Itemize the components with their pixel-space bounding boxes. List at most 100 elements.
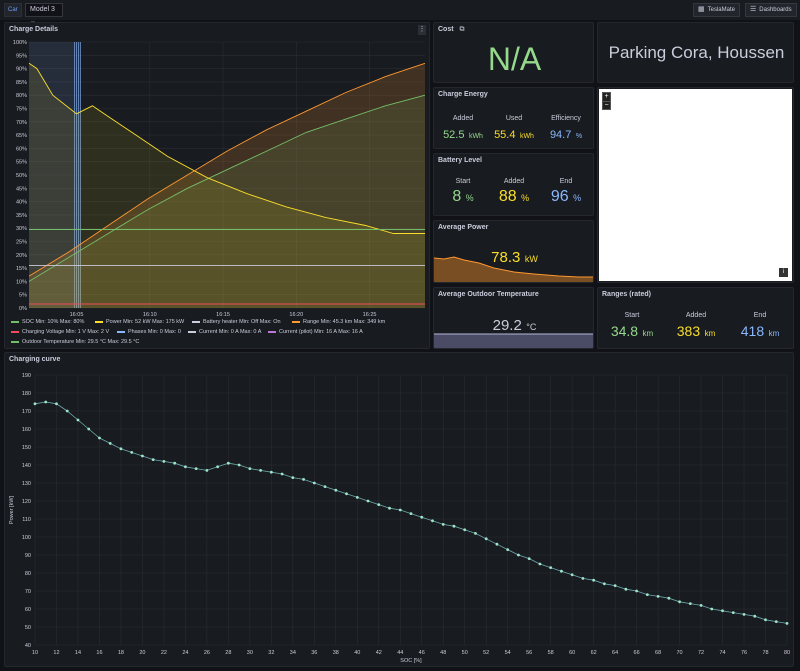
- legend-swatch: [11, 330, 19, 333]
- y-tick-label: 45%: [16, 186, 27, 192]
- teslamate-button[interactable]: ▦ TeslaMate: [693, 3, 740, 17]
- data-point: [65, 409, 69, 413]
- data-point: [194, 467, 198, 470]
- y-tick-label: 15%: [16, 266, 27, 272]
- x-tick-label: 16:25: [363, 312, 377, 318]
- y-tick-label: 50%: [16, 173, 27, 179]
- legend-label: Current Min: 0 A Max: 0 A: [199, 329, 262, 335]
- y-tick-label: 55%: [16, 160, 27, 166]
- x-tick-label: 56: [526, 650, 532, 656]
- legend-item[interactable]: Outdoor Temperature Min: 29.5 °C Max: 29…: [11, 339, 139, 345]
- external-link-icon[interactable]: ⧉: [459, 26, 465, 33]
- y-tick-label: 190: [22, 373, 31, 379]
- series-line-soc: [28, 94, 426, 282]
- x-tick-label: 16:20: [289, 312, 303, 318]
- y-tick-label: 160: [22, 427, 31, 433]
- legend-swatch: [188, 330, 196, 333]
- legend-item[interactable]: Current (pilot) Min: 16 A Max: 16 A: [268, 329, 363, 335]
- battery-start-value: 8 %: [452, 188, 474, 205]
- y-tick-label: 50: [25, 625, 31, 631]
- x-tick-label: 70: [677, 650, 683, 656]
- legend-item[interactable]: Range Min: 45.3 km Max: 349 km: [292, 319, 385, 325]
- x-tick-label: 60: [569, 650, 575, 656]
- end-label: End: [559, 178, 573, 185]
- x-tick-label: 44: [397, 650, 403, 656]
- panel-title: Average Power: [438, 224, 489, 231]
- x-tick-label: 18: [118, 650, 124, 656]
- legend-swatch: [117, 330, 125, 333]
- car-variable-select[interactable]: Model 3 ⌄: [25, 3, 63, 25]
- legend-swatch: [11, 340, 19, 343]
- data-point: [302, 478, 305, 481]
- car-variable-label: Car: [4, 3, 22, 17]
- added-energy-value: 52.5 kWh: [443, 129, 483, 141]
- battery-end-value: 96 %: [550, 188, 582, 205]
- x-tick-label: 54: [505, 650, 511, 656]
- legend-item[interactable]: Charging Voltage Min: 1 V Max: 2 V: [11, 329, 109, 335]
- soc-area: [29, 95, 425, 308]
- range-start-value: 34.8 km: [610, 323, 654, 339]
- x-tick-label: 38: [333, 650, 339, 656]
- data-point: [624, 587, 628, 591]
- zoom-out-button[interactable]: −: [603, 101, 610, 109]
- panel-menu-icon[interactable]: ⋮: [418, 25, 426, 35]
- data-point: [366, 499, 370, 503]
- legend-swatch: [95, 320, 103, 323]
- x-tick-label: 64: [612, 650, 618, 656]
- x-tick-label: 80: [784, 650, 790, 656]
- x-tick-label: 36: [311, 650, 317, 656]
- data-point: [259, 469, 262, 472]
- data-point: [527, 557, 531, 560]
- x-tick-label: 50: [462, 650, 468, 656]
- dashboards-button[interactable]: ☰ Dashboards: [745, 3, 797, 17]
- legend-item[interactable]: Current Min: 0 A Max: 0 A: [188, 329, 261, 335]
- charging-curve-chart: 40 50 60 70 80 90 100 110 120 130 140 150 160 170 180 1…: [9, 373, 790, 664]
- y-tick-label: 60%: [16, 146, 27, 152]
- y-tick-label: 35%: [16, 213, 27, 219]
- data-point: [645, 593, 649, 596]
- map-canvas[interactable]: [599, 89, 792, 281]
- data-point: [721, 609, 724, 613]
- x-tick-label: 16:10: [143, 312, 157, 318]
- legend-item[interactable]: Phases Min: 0 Max: 0: [117, 329, 181, 335]
- legend-item[interactable]: Battery heater Min: Off Max: On: [192, 319, 281, 325]
- data-point: [237, 463, 241, 467]
- map-panel: + − i: [597, 87, 794, 283]
- panel-title: Charge Details: [9, 26, 59, 33]
- data-point: [452, 524, 456, 528]
- legend-item[interactable]: Power Min: 52 kW Max: 175 kW: [95, 319, 184, 325]
- start-label: Start: [455, 178, 471, 185]
- data-point: [151, 458, 155, 461]
- charge-energy-panel: Charge Energy Added Used Efficiency 52.5…: [433, 87, 594, 149]
- data-point: [87, 427, 91, 431]
- x-tick-label: 76: [741, 650, 747, 656]
- data-point: [731, 611, 735, 614]
- x-tick-label: 52: [483, 650, 489, 656]
- info-icon[interactable]: i: [779, 268, 788, 277]
- data-point: [76, 418, 80, 422]
- x-tick-label: 42: [376, 650, 382, 656]
- y-tick-label: 180: [22, 391, 31, 397]
- data-point: [688, 602, 692, 605]
- x-tick-label: 10: [32, 650, 38, 656]
- data-point: [184, 465, 187, 469]
- x-tick-label: 32: [268, 650, 274, 656]
- y-tick-label: 90%: [16, 67, 27, 73]
- data-point: [613, 584, 617, 587]
- y-tick-label: 60: [25, 607, 31, 613]
- data-point: [130, 451, 134, 454]
- y-tick-label: 30%: [16, 226, 27, 232]
- y-tick-label: 40: [25, 643, 31, 649]
- data-point: [55, 402, 58, 406]
- x-tick-label: 62: [591, 650, 597, 656]
- legend-label: Battery heater Min: Off Max: On: [203, 319, 281, 325]
- y-axis-label: Power [kW]: [9, 495, 15, 524]
- data-point: [345, 492, 348, 496]
- legend-swatch: [292, 320, 300, 323]
- average-power-sparkline: [434, 256, 593, 282]
- legend-item[interactable]: SOC Min: 10% Max: 80%: [11, 319, 84, 325]
- x-tick-label: 28: [225, 650, 231, 656]
- data-point: [774, 620, 778, 623]
- added-label: Added: [685, 312, 707, 319]
- zoom-in-button[interactable]: +: [604, 93, 609, 100]
